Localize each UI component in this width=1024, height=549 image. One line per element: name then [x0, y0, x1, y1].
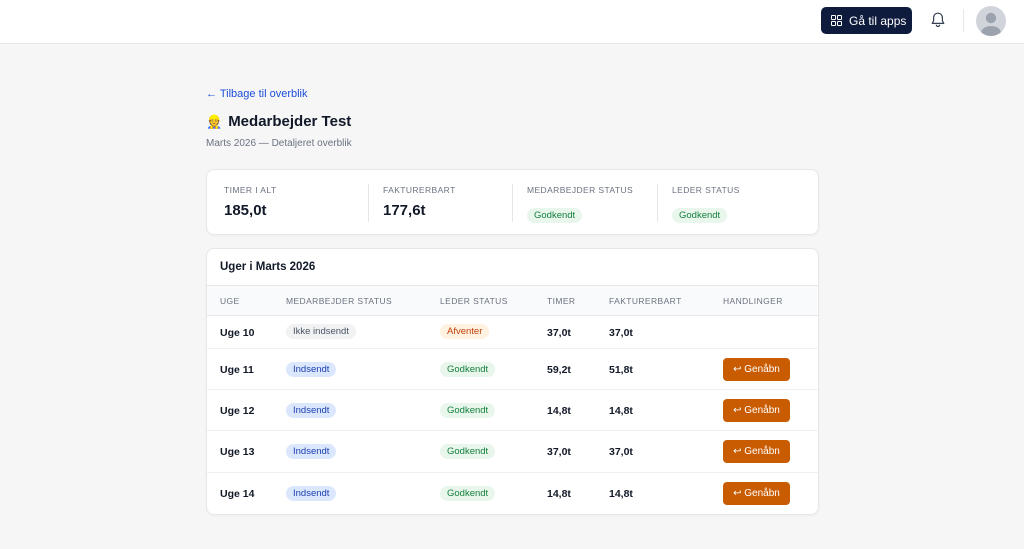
- back-to-overview-link[interactable]: ← Tilbage til overblik: [206, 88, 308, 100]
- reopen-button[interactable]: ↩ Genåbn: [723, 482, 790, 505]
- employee-status-badge: Indsendt: [286, 362, 337, 377]
- page-subtitle: Marts 2026 — Detaljeret overblik: [206, 138, 352, 149]
- column-header-hours: TIMER: [547, 296, 576, 306]
- leader-status-badge: Godkendt: [440, 444, 496, 459]
- week-cell: Uge 12: [220, 405, 255, 417]
- week-cell: Uge 10: [220, 327, 255, 339]
- column-header-leader-status: LEDER STATUS: [440, 296, 508, 306]
- employee-name: Medarbejder Test: [228, 113, 352, 130]
- stat-divider: [657, 184, 658, 222]
- stat-divider: [368, 184, 369, 222]
- billable-cell: 37,0t: [609, 327, 633, 339]
- grid-icon: [831, 15, 842, 26]
- leader-status-badge: Afventer: [440, 324, 490, 339]
- total-hours-value: 185,0t: [224, 202, 267, 219]
- go-to-apps-button[interactable]: Gå til apps: [821, 7, 912, 34]
- leader-status-badge: Godkendt: [440, 486, 496, 501]
- billable-cell: 14,8t: [609, 405, 633, 417]
- column-header-week: UGE: [220, 296, 240, 306]
- billable-value: 177,6t: [383, 202, 426, 219]
- leader-status-badge: Godkendt: [672, 208, 728, 223]
- weeks-card-header: Uger i Marts 2026: [207, 249, 818, 286]
- billable-cell: 14,8t: [609, 488, 633, 500]
- column-header-actions: HANDLINGER: [723, 296, 783, 306]
- weeks-card: Uger i Marts 2026 UGE MEDARBEJDER STATUS…: [206, 248, 819, 515]
- week-cell: Uge 11: [220, 364, 254, 376]
- billable-cell: 51,8t: [609, 364, 633, 376]
- summary-card: TIMER I ALT 185,0t FAKTURERBART 177,6t M…: [206, 169, 819, 235]
- table-header: UGE MEDARBEJDER STATUS LEDER STATUS TIME…: [207, 286, 818, 316]
- table-row: Uge 14 Indsendt Godkendt 14,8t 14,8t ↩ G…: [207, 473, 818, 514]
- employee-status-badge: Indsendt: [286, 486, 337, 501]
- page-title: 👷 Medarbejder Test: [206, 113, 351, 130]
- employee-status-badge: Indsendt: [286, 403, 337, 418]
- hours-cell: 59,2t: [547, 364, 571, 376]
- employee-status-badge: Ikke indsendt: [286, 324, 356, 339]
- bell-icon[interactable]: [929, 11, 947, 29]
- table-row: Uge 11 Indsendt Godkendt 59,2t 51,8t ↩ G…: [207, 349, 818, 390]
- stat-divider: [512, 184, 513, 222]
- hours-cell: 37,0t: [547, 327, 571, 339]
- user-icon: [981, 12, 1001, 36]
- employee-status-badge: Indsendt: [286, 444, 337, 459]
- employee-status-label: MEDARBEJDER STATUS: [527, 185, 634, 195]
- reopen-button[interactable]: ↩ Genåbn: [723, 399, 790, 422]
- weeks-card-title: Uger i Marts 2026: [220, 261, 316, 273]
- billable-label: FAKTURERBART: [383, 185, 456, 195]
- column-header-billable: FAKTURERBART: [609, 296, 682, 306]
- week-cell: Uge 14: [220, 488, 255, 500]
- employee-status-badge: Godkendt: [527, 208, 583, 223]
- table-row: Uge 12 Indsendt Godkendt 14,8t 14,8t ↩ G…: [207, 390, 818, 431]
- hours-cell: 14,8t: [547, 488, 571, 500]
- reopen-button[interactable]: ↩ Genåbn: [723, 358, 790, 381]
- avatar[interactable]: [976, 6, 1006, 36]
- top-bar: Gå til apps: [0, 0, 1024, 44]
- topbar-divider: [963, 9, 964, 32]
- leader-status-badge: Godkendt: [440, 362, 496, 377]
- billable-cell: 37,0t: [609, 446, 633, 458]
- table-row: Uge 13 Indsendt Godkendt 37,0t 37,0t ↩ G…: [207, 431, 818, 473]
- hours-cell: 14,8t: [547, 405, 571, 417]
- table-row: Uge 10 Ikke indsendt Afventer 37,0t 37,0…: [207, 316, 818, 349]
- go-to-apps-label: Gå til apps: [849, 13, 907, 28]
- week-cell: Uge 13: [220, 446, 255, 458]
- leader-status-label: LEDER STATUS: [672, 185, 740, 195]
- leader-status-badge: Godkendt: [440, 403, 496, 418]
- column-header-employee-status: MEDARBEJDER STATUS: [286, 296, 393, 306]
- total-hours-label: TIMER I ALT: [224, 185, 277, 195]
- worker-emoji-icon: 👷: [206, 113, 223, 129]
- hours-cell: 37,0t: [547, 446, 571, 458]
- reopen-button[interactable]: ↩ Genåbn: [723, 440, 790, 463]
